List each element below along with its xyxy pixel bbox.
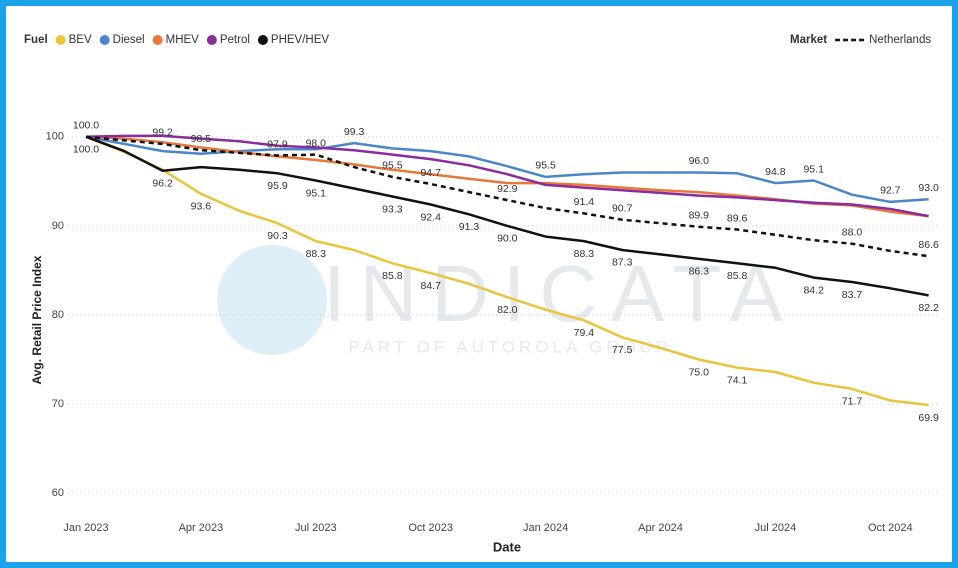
data-label: 84.2	[803, 284, 824, 296]
data-label: 85.8	[727, 270, 748, 282]
data-label: 71.7	[842, 396, 863, 408]
legend-swatch	[257, 35, 268, 45]
data-label: 86.6	[918, 239, 939, 251]
data-label: 93.6	[191, 201, 212, 213]
data-label: 77.5	[612, 344, 633, 356]
data-label: 82.2	[918, 302, 939, 314]
legend-title: Fuel	[24, 34, 48, 46]
data-label: 99.2	[152, 127, 173, 139]
x-tick-label: Oct 2023	[408, 522, 453, 534]
data-label: 93.3	[382, 203, 403, 215]
y-tick-label: 80	[52, 309, 64, 321]
data-label: 95.1	[306, 187, 327, 199]
series-line	[85, 135, 929, 204]
legend-title: Market	[790, 34, 827, 46]
data-label: 98.5	[191, 133, 212, 145]
data-label: 83.7	[842, 289, 863, 301]
data-label: 90.0	[497, 233, 518, 245]
x-tick-label: Apr 2023	[179, 522, 224, 534]
watermark-subtext: PART OF AUTOROLA GROUP	[349, 337, 672, 356]
data-label: 96.0	[689, 155, 710, 167]
y-tick-label: 60	[52, 487, 64, 499]
data-label: 74.1	[727, 374, 748, 386]
series-line	[85, 135, 929, 218]
legend-swatch	[99, 35, 110, 45]
data-label: 92.4	[420, 211, 441, 223]
data-label: 82.0	[497, 304, 518, 316]
data-label: 98.0	[306, 137, 327, 149]
data-label: 86.3	[689, 266, 710, 278]
data-label: 99.3	[344, 126, 365, 138]
data-label: 95.5	[382, 160, 403, 172]
data-label: 88.0	[842, 227, 863, 239]
data-label: 97.9	[267, 138, 288, 150]
data-label: 89.6	[727, 212, 748, 224]
data-label: 91.3	[459, 221, 480, 233]
data-label: 95.9	[267, 180, 288, 192]
x-axis-title: Date	[493, 539, 521, 554]
legend-swatch	[152, 35, 163, 45]
series-line	[85, 135, 929, 258]
legend-swatch	[206, 35, 217, 45]
watermark-logo	[217, 245, 327, 355]
data-label: 84.7	[420, 280, 441, 292]
data-label: 75.0	[689, 366, 710, 378]
data-label: 92.9	[497, 183, 518, 195]
data-label: 94.7	[420, 167, 441, 179]
data-label: 90.3	[267, 230, 288, 242]
x-tick-label: Jul 2024	[755, 522, 797, 534]
data-label: 85.8	[382, 270, 403, 282]
series-line	[85, 135, 929, 297]
x-tick-label: Oct 2024	[868, 522, 913, 534]
data-label: 93.0	[918, 182, 939, 194]
data-label: 100.0	[73, 120, 99, 132]
data-label: 96.2	[152, 177, 173, 189]
legend-label: Diesel	[113, 34, 145, 46]
legend-label: Petrol	[220, 34, 250, 46]
y-tick-label: 70	[52, 398, 64, 410]
y-axis-title: Avg. Retail Price Index	[30, 255, 44, 384]
y-tick-label: 100	[46, 131, 64, 143]
legend-label: PHEV/HEV	[271, 34, 329, 46]
series-line	[85, 135, 929, 407]
legend-swatch	[55, 35, 66, 45]
data-label: 88.3	[306, 248, 327, 260]
x-tick-label: Jul 2023	[295, 522, 337, 534]
legend-label: MHEV	[166, 34, 200, 46]
data-label: 79.4	[574, 327, 595, 339]
data-label: 95.1	[803, 163, 824, 175]
data-label: 94.8	[765, 166, 786, 178]
data-label: 69.9	[918, 412, 939, 424]
data-label: 89.9	[689, 210, 710, 222]
data-label: 87.3	[612, 257, 633, 269]
data-label: 100.0	[73, 144, 99, 156]
y-tick-label: 90	[52, 220, 64, 232]
x-tick-label: Jan 2024	[523, 522, 568, 534]
data-label: 92.7	[880, 185, 901, 197]
data-label: 95.5	[535, 160, 556, 172]
data-label: 91.4	[574, 196, 595, 208]
data-label: 88.3	[574, 248, 595, 260]
watermark: INDICATA PART OF AUTOROLA GROUP	[217, 245, 783, 356]
legend-label: Netherlands	[869, 34, 931, 46]
series-line	[85, 134, 929, 218]
x-tick-label: Apr 2024	[638, 522, 683, 534]
x-tick-label: Jan 2023	[63, 522, 108, 534]
legend-label: BEV	[69, 34, 92, 46]
data-label: 90.7	[612, 202, 633, 214]
